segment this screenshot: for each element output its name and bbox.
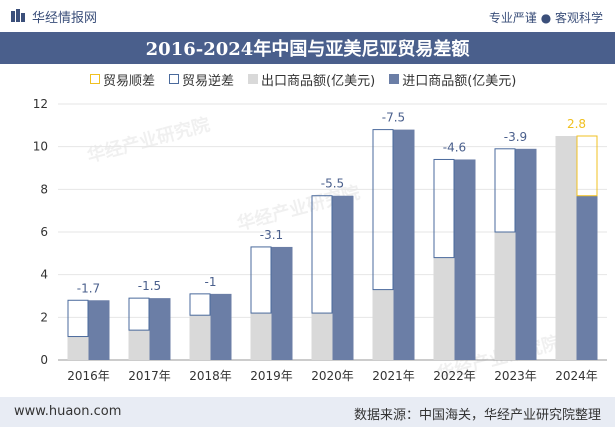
legend-swatch-import (389, 74, 400, 84)
y-tick-label: 12 (33, 97, 48, 111)
export-bar (372, 289, 394, 360)
deficit-box (433, 158, 455, 259)
import-bar (576, 195, 598, 360)
deficit-box (494, 148, 516, 233)
bar-chart: 华经产业研究院华经产业研究院华经产业研究院024681012-1.72016年-… (33, 97, 607, 385)
y-tick-label: 10 (33, 140, 48, 154)
balance-label: -1.5 (138, 279, 161, 293)
deficit-box (372, 129, 394, 291)
footer-url: www.huaon.com (14, 404, 122, 419)
brand-name: 华经情报网 (32, 10, 98, 26)
surplus-box (576, 135, 598, 197)
legend-label-import: 进口商品额(亿美元) (402, 73, 517, 89)
footer-source: 数据来源：中国海关，华经产业研究院整理 (353, 408, 601, 423)
balance-label: -3.9 (504, 130, 527, 144)
import-bar (88, 300, 110, 360)
x-tick-label: 2023年 (494, 369, 537, 383)
legend-item-surplus: 贸易顺差 (90, 70, 155, 89)
import-bar (393, 129, 415, 360)
export-bar (128, 330, 150, 360)
y-tick-label: 8 (40, 182, 48, 196)
balance-label: -5.5 (321, 177, 344, 191)
export-bar (189, 315, 211, 360)
deficit-box (250, 246, 272, 314)
balance-label: -4.6 (443, 140, 466, 154)
deficit-box (311, 195, 333, 314)
chart-legend: 贸易顺差 贸易逆差 出口商品额(亿美元) 进口商品额(亿美元) (90, 70, 516, 89)
export-bar (433, 257, 455, 360)
export-bar (250, 313, 272, 360)
y-tick-label: 0 (40, 353, 48, 367)
export-bar (555, 136, 577, 360)
legend-label-export: 出口商品额(亿美元) (261, 73, 376, 89)
x-tick-label: 2017年 (128, 369, 171, 383)
export-bar (311, 313, 333, 360)
brand-logo-icon (11, 9, 25, 22)
legend-item-import: 进口商品额(亿美元) (389, 70, 516, 89)
footer: www.huaon.com 数据来源：中国海关，华经产业研究院整理 (0, 397, 615, 427)
import-bar (149, 298, 171, 360)
import-bar (271, 246, 293, 360)
import-bar (515, 148, 537, 360)
y-tick-label: 2 (40, 310, 48, 324)
legend-swatch-deficit (169, 74, 180, 84)
legend-label-surplus: 贸易顺差 (103, 73, 156, 89)
x-tick-label: 2019年 (250, 369, 293, 383)
legend-swatch-export (248, 74, 259, 84)
deficit-box (128, 297, 150, 331)
legend-item-export: 出口商品额(亿美元) (248, 70, 375, 89)
x-tick-label: 2020年 (311, 369, 354, 383)
import-bar (210, 293, 232, 360)
x-tick-label: 2022年 (433, 369, 476, 383)
balance-label: 2.8 (567, 117, 586, 131)
x-tick-label: 2024年 (555, 369, 598, 383)
legend-swatch-surplus (90, 74, 100, 84)
import-bar (454, 159, 476, 360)
x-tick-label: 2018年 (189, 369, 232, 383)
export-bar (494, 232, 516, 360)
x-tick-label: 2021年 (372, 369, 415, 383)
top-bar: 华经情报网 专业严谨 ● 客观科学 (0, 0, 615, 32)
x-tick-label: 2016年 (67, 369, 110, 383)
y-tick-label: 4 (40, 268, 48, 282)
brand: 华经情报网 (10, 8, 98, 26)
deficit-box (189, 293, 211, 316)
balance-label: -1 (205, 275, 217, 289)
y-tick-label: 6 (40, 225, 48, 239)
legend-item-deficit: 贸易逆差 (169, 70, 234, 89)
chart-title: 2016-2024年中国与亚美尼亚贸易差额 (0, 32, 615, 64)
balance-label: -1.7 (77, 281, 100, 295)
tagline: 专业严谨 ● 客观科学 (488, 11, 603, 25)
balance-label: -3.1 (260, 228, 283, 242)
export-bar (67, 336, 89, 360)
deficit-box (67, 299, 89, 338)
import-bar (332, 195, 354, 360)
legend-label-deficit: 贸易逆差 (182, 73, 235, 89)
balance-label: -7.5 (382, 111, 405, 125)
watermark-text: 华经产业研究院 (85, 113, 212, 167)
